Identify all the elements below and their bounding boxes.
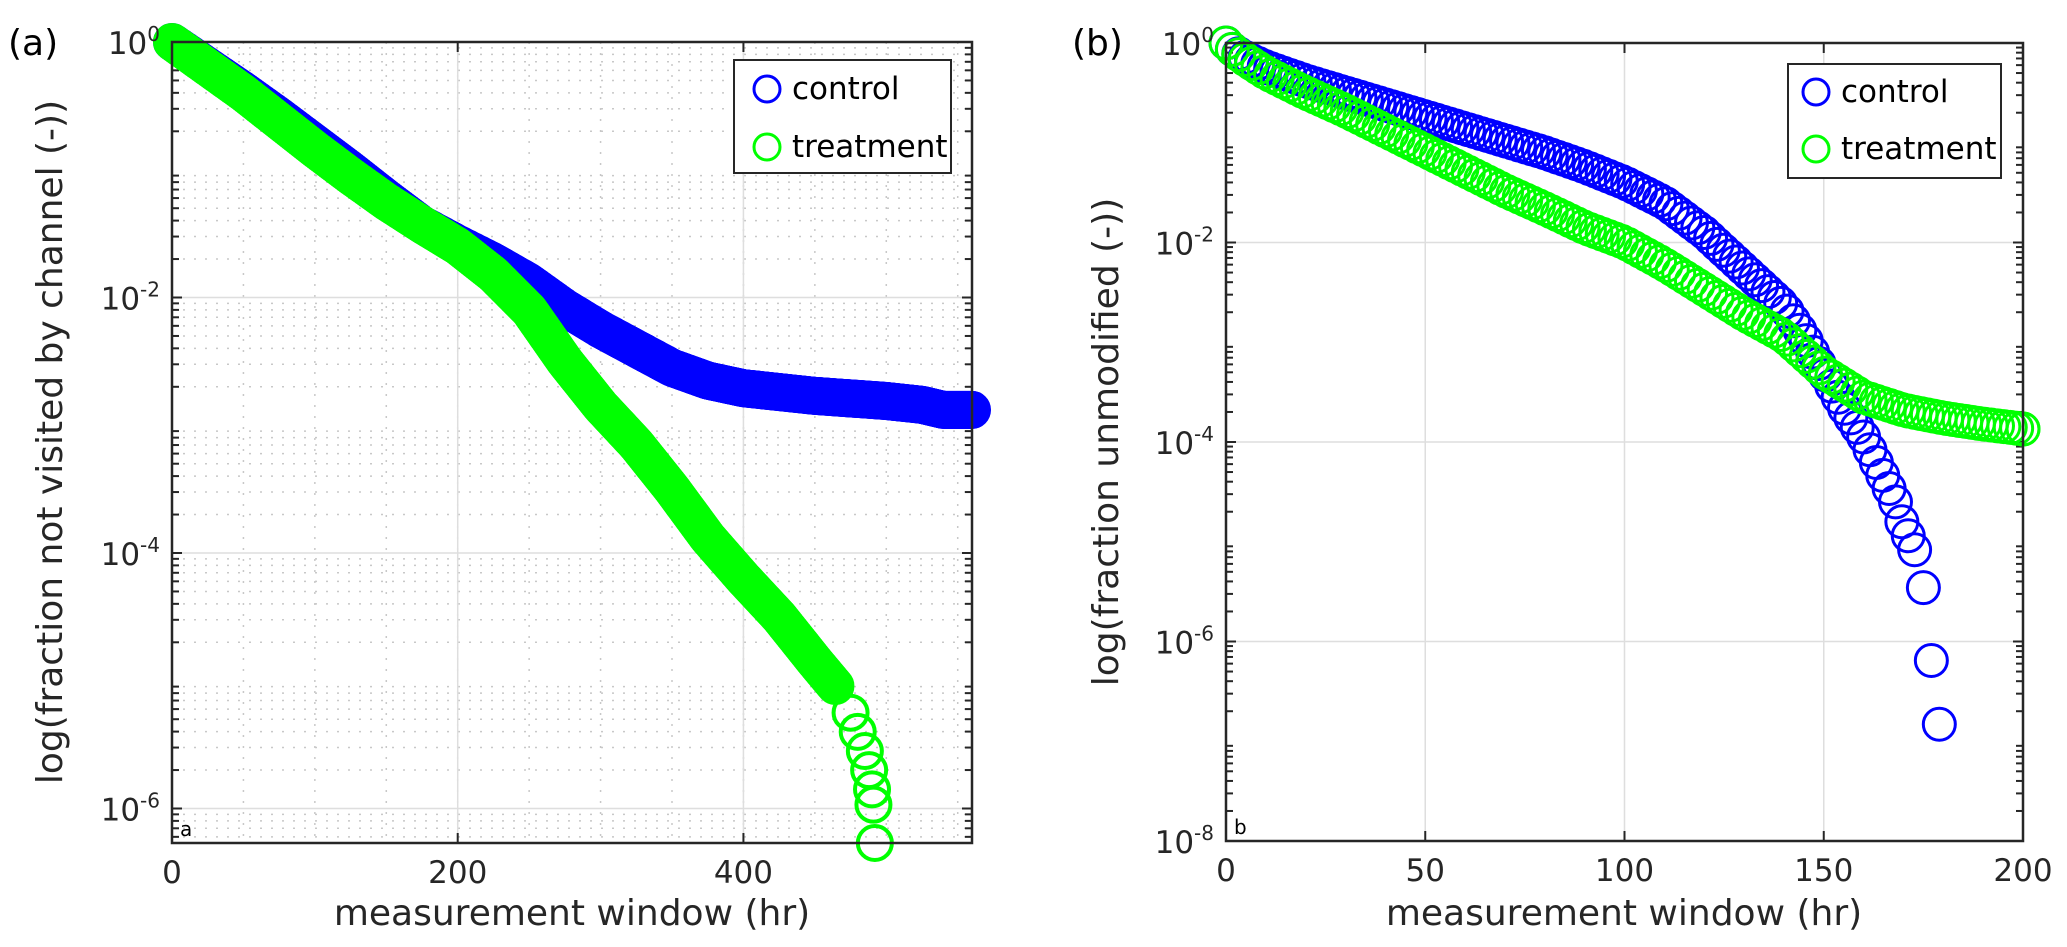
legend-label-control-b: control xyxy=(1841,74,1948,110)
x-tick-label: 50 xyxy=(1406,853,1445,889)
corner-label-b: b xyxy=(1234,815,1247,839)
axes-box-a xyxy=(170,40,974,845)
ytick-labels-b: 100 10-2 10-4 10-6 10-8 xyxy=(1155,23,1214,861)
x-axis-title-a: measurement window (hr) xyxy=(334,893,810,934)
legend-a: control treatment xyxy=(733,59,952,174)
data-point-control xyxy=(1724,250,1760,286)
legend-label-treatment-a: treatment xyxy=(792,129,948,165)
series-treatment-a xyxy=(153,23,894,862)
grid-a xyxy=(171,41,972,843)
data-point-control xyxy=(1712,238,1748,274)
data-point-control xyxy=(1693,220,1729,256)
panel-label-a: (a) xyxy=(8,23,58,64)
data-point-treatment xyxy=(853,770,891,809)
data-point-control xyxy=(1737,262,1773,298)
data-point-treatment xyxy=(831,693,870,732)
y-tick-label: 10-8 xyxy=(1155,821,1214,861)
data-point-control xyxy=(1744,268,1780,304)
data-point-treatment xyxy=(838,712,877,751)
legend-label-control-a: control xyxy=(792,71,899,107)
data-point-control xyxy=(1905,570,1941,606)
data-point-treatment xyxy=(854,785,893,824)
y-tick-label: 10-4 xyxy=(1155,422,1214,462)
y-tick-label: 10-6 xyxy=(1155,622,1214,662)
x-tick-label: 0 xyxy=(1216,853,1236,889)
legend-marker-control-a xyxy=(752,74,782,104)
x-tick-label: 150 xyxy=(1794,853,1853,889)
x-tick-label: 200 xyxy=(1993,853,2052,889)
y-axis-title-a: log(fraction not visited by channel (-)) xyxy=(30,100,71,784)
data-point-control xyxy=(1699,226,1735,262)
y-tick-label: 10-4 xyxy=(101,533,160,573)
corner-label-a: a xyxy=(180,817,192,841)
data-point-control xyxy=(1705,232,1741,268)
panel-label-b: (b) xyxy=(1072,23,1123,64)
x-tick-label: 0 xyxy=(162,855,182,891)
data-point-control xyxy=(1731,256,1767,292)
data-point-treatment xyxy=(1769,321,1805,357)
legend-box-a xyxy=(733,59,952,174)
legend-b: control treatment xyxy=(1787,63,2002,179)
data-point-treatment xyxy=(845,732,884,771)
data-point-control xyxy=(1686,215,1722,251)
data-point-control xyxy=(1877,484,1913,520)
axes-box-b xyxy=(1224,41,2025,843)
xtick-labels-a: 0 200 400 xyxy=(162,855,773,891)
panel-a: 0 200 400 100 10-2 10-4 10-6 measurement wind… xyxy=(8,22,991,934)
legend-label-treatment-b: treatment xyxy=(1841,131,1997,167)
x-axis-title-b: measurement window (hr) xyxy=(1386,893,1862,934)
y-tick-label: 10-6 xyxy=(101,789,160,829)
x-tick-label: 100 xyxy=(1595,853,1654,889)
data-point-control xyxy=(1921,706,1957,742)
panel-b: 0 50 100 150 200 100 10-2 10-4 10-6 10-8 measure… xyxy=(1072,23,2053,934)
data-point-treatment xyxy=(1775,327,1811,363)
y-tick-label: 10-2 xyxy=(1155,223,1214,263)
x-tick-label: 200 xyxy=(428,855,487,891)
legend-marker-control-b xyxy=(1801,77,1831,107)
data-point-control xyxy=(1897,532,1933,568)
data-point-treatment xyxy=(1782,333,1818,369)
data-point-control xyxy=(1718,244,1754,280)
data-point-control xyxy=(1913,642,1949,678)
y-tick-label: 100 xyxy=(1162,23,1214,63)
legend-marker-treatment-b xyxy=(1801,134,1831,164)
y-tick-label: 100 xyxy=(108,22,160,62)
y-tick-label: 10-2 xyxy=(101,278,160,318)
data-point-control xyxy=(1750,274,1786,310)
data-point-control xyxy=(1833,400,1869,436)
series-treatment-b xyxy=(1208,25,2041,447)
xtick-labels-b: 0 50 100 150 200 xyxy=(1216,853,2052,889)
ytick-labels-a: 100 10-2 10-4 10-6 xyxy=(101,22,160,829)
data-point-treatment xyxy=(1801,350,1837,386)
legend-marker-treatment-a xyxy=(752,132,782,162)
x-tick-label: 400 xyxy=(714,855,773,891)
y-axis-title-b: log(fraction unmodified (-)) xyxy=(1086,198,1127,686)
